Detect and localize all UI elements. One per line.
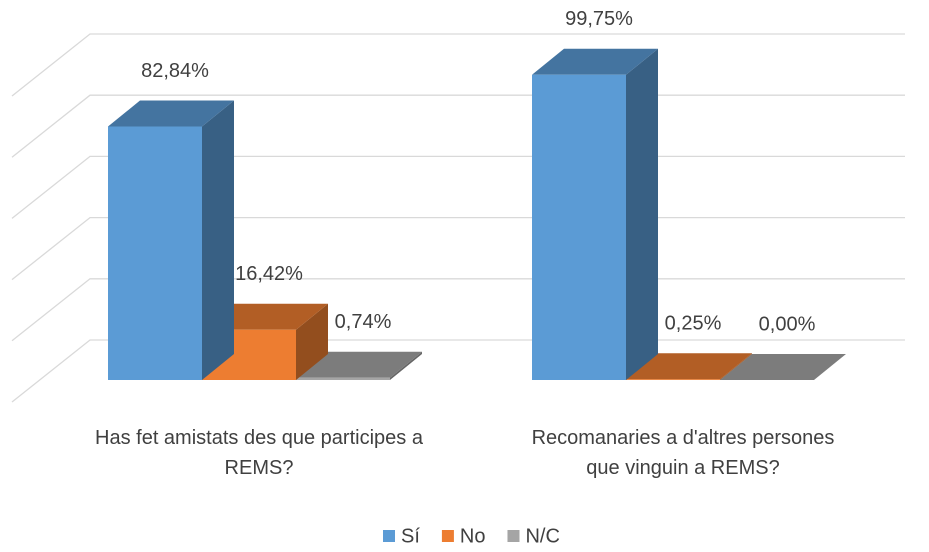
bar-face: [532, 48, 658, 75]
bar-face: [296, 303, 328, 380]
bar-face: [296, 377, 390, 380]
bar-face: [202, 100, 234, 381]
bar-face: [720, 354, 846, 380]
bar-face: [390, 351, 422, 380]
value-label: 99,75%: [565, 8, 633, 30]
bar: [108, 100, 234, 381]
bar: [296, 351, 422, 380]
bar: [720, 354, 846, 380]
value-label: 16,42%: [235, 263, 303, 285]
bar-face: [626, 353, 752, 380]
legend-label: No: [460, 525, 486, 547]
value-label: 0,25%: [665, 313, 722, 335]
bar-face: [532, 74, 626, 380]
value-label: 0,00%: [759, 313, 816, 335]
legend-label: N/C: [525, 525, 559, 547]
bar: [532, 48, 658, 380]
legend-swatch: [383, 530, 395, 542]
bar-face: [108, 126, 202, 380]
value-label: 0,74%: [335, 311, 392, 333]
bar-face: [108, 100, 234, 127]
x-tick-label: Recomanaries a d'altres persones que vin…: [531, 427, 835, 479]
bar: [626, 353, 752, 380]
bar-face: [296, 351, 422, 378]
bar-face: [626, 48, 658, 380]
value-label: 82,84%: [141, 60, 209, 82]
legend-label: Sí: [401, 525, 420, 547]
legend-swatch: [441, 530, 454, 542]
grid-line: [11, 33, 905, 97]
legend-swatch: [507, 530, 520, 542]
bar-face: [626, 379, 720, 380]
bar-face: [720, 353, 752, 380]
x-tick-label: Has fet amistats des que participes a RE…: [95, 427, 423, 479]
